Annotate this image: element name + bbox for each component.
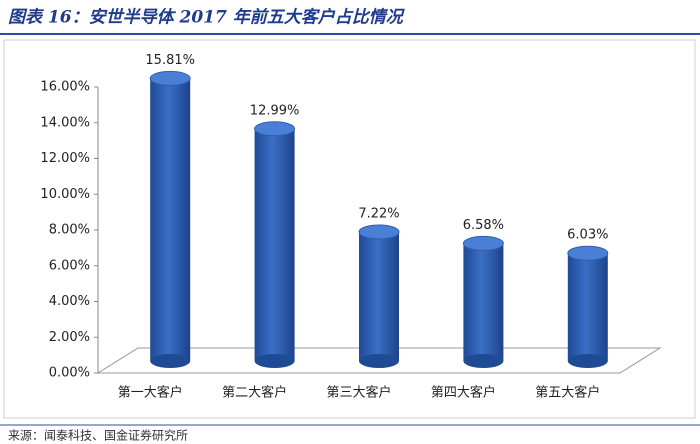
y-tick-label: 4.00% bbox=[49, 294, 90, 309]
bar-base bbox=[463, 354, 504, 368]
chart-title: 图表 16：安世半导体 2017 年前五大客户占比情况 bbox=[8, 8, 406, 28]
y-tick-label: 8.00% bbox=[49, 223, 90, 238]
value-label: 6.03% bbox=[567, 228, 608, 243]
bar-base bbox=[254, 354, 295, 368]
bar-top bbox=[358, 224, 400, 240]
bar-top bbox=[254, 121, 296, 137]
bar bbox=[359, 231, 399, 361]
y-tick-label: 10.00% bbox=[40, 187, 90, 202]
y-tick-label: 0.00% bbox=[49, 366, 90, 381]
source: 来源：闻泰科技、国金证券研究所 bbox=[8, 428, 188, 443]
bar-base bbox=[359, 354, 399, 368]
bar bbox=[254, 128, 295, 361]
bar bbox=[567, 253, 608, 361]
bar-top bbox=[567, 245, 609, 261]
bar-top bbox=[149, 70, 191, 86]
bar-top bbox=[462, 235, 504, 251]
bar-base bbox=[567, 354, 608, 368]
y-tick-label: 2.00% bbox=[49, 330, 90, 345]
value-label: 15.81% bbox=[145, 53, 195, 68]
x-tick-label: 第四大客户 bbox=[431, 385, 496, 401]
x-tick-label: 第三大客户 bbox=[326, 385, 391, 401]
bar bbox=[150, 78, 191, 362]
value-label: 6.58% bbox=[463, 218, 504, 233]
y-tick-label: 16.00% bbox=[40, 80, 90, 95]
y-tick-label: 12.00% bbox=[40, 151, 90, 166]
x-tick-label: 第一大客户 bbox=[118, 385, 183, 401]
value-label: 12.99% bbox=[250, 103, 300, 118]
y-tick-label: 6.00% bbox=[49, 258, 90, 273]
chart-frame bbox=[3, 39, 696, 419]
value-label: 7.22% bbox=[358, 206, 399, 221]
x-tick-label: 第五大客户 bbox=[535, 385, 600, 401]
y-tick-label: 14.00% bbox=[40, 115, 90, 130]
bar-base bbox=[150, 354, 191, 368]
bar bbox=[463, 243, 504, 361]
x-tick-label: 第二大客户 bbox=[222, 385, 287, 401]
